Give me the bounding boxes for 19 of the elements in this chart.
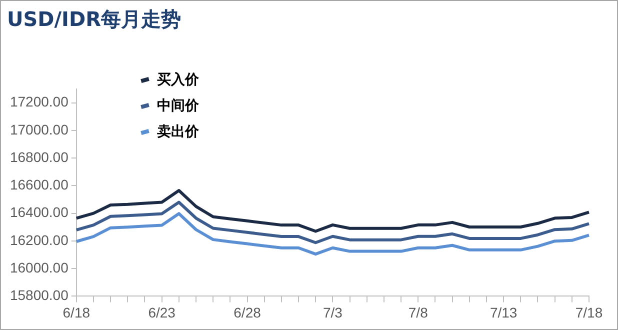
- x-tick-label: 6/23: [148, 304, 176, 320]
- x-tick-label: 7/18: [575, 304, 603, 320]
- legend-label: 中间价: [157, 97, 199, 115]
- y-tick-label: 15800.00: [10, 287, 69, 304]
- x-tick-label: 7/3: [322, 304, 343, 320]
- x-tick-label: 7/8: [408, 304, 428, 320]
- y-tick-label: 16000.00: [10, 259, 69, 276]
- y-tick-label: 16200.00: [10, 232, 69, 248]
- chart-title: USD/IDR每月走势: [7, 7, 181, 32]
- legend-label: 卖出价: [157, 123, 199, 141]
- y-tick-label: 16400.00: [10, 204, 69, 220]
- y-tick-label: 17200.00: [10, 94, 69, 110]
- x-tick-label: 6/28: [234, 304, 262, 320]
- legend-label: 买入价: [157, 71, 199, 89]
- y-tick-label: 16800.00: [10, 148, 69, 165]
- y-tick-label: 17000.00: [10, 121, 69, 138]
- x-tick-label: 7/13: [490, 304, 518, 320]
- y-tick-label: 16600.00: [10, 176, 69, 193]
- x-tick-label: 6/18: [62, 304, 90, 320]
